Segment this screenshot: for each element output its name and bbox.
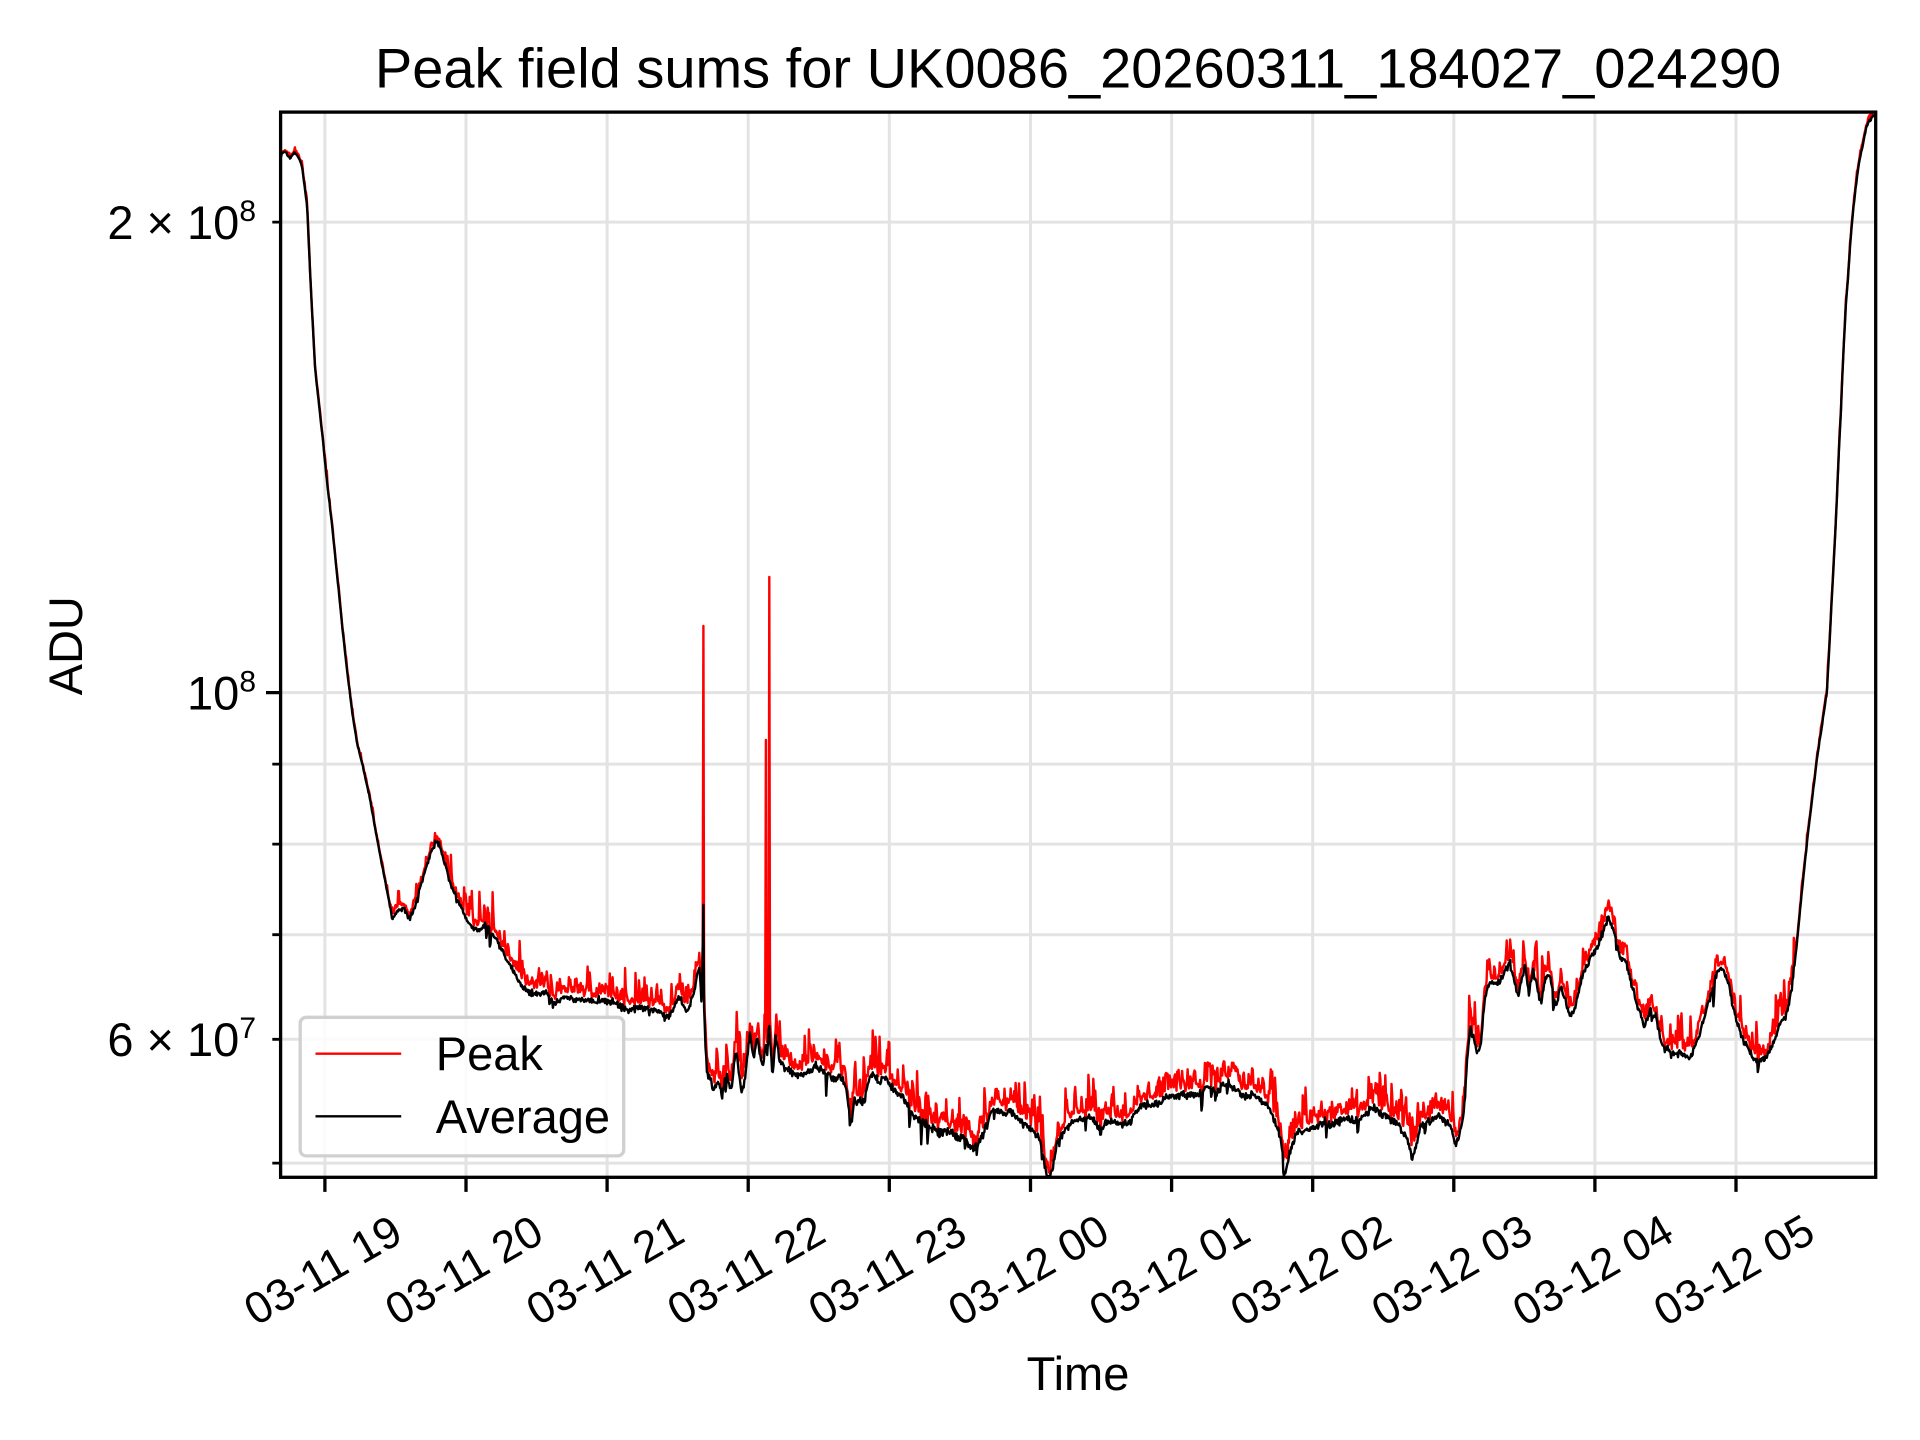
svg-text:2 × 108: 2 × 108 [107,195,256,249]
svg-text:6 × 107: 6 × 107 [107,1012,256,1066]
svg-text:ADU: ADU [39,596,92,695]
svg-text:Peak: Peak [436,1027,544,1080]
svg-text:Peak field sums for UK0086_202: Peak field sums for UK0086_20260311_1840… [375,37,1781,100]
svg-text:Time: Time [1027,1347,1130,1400]
svg-text:Average: Average [436,1090,610,1143]
